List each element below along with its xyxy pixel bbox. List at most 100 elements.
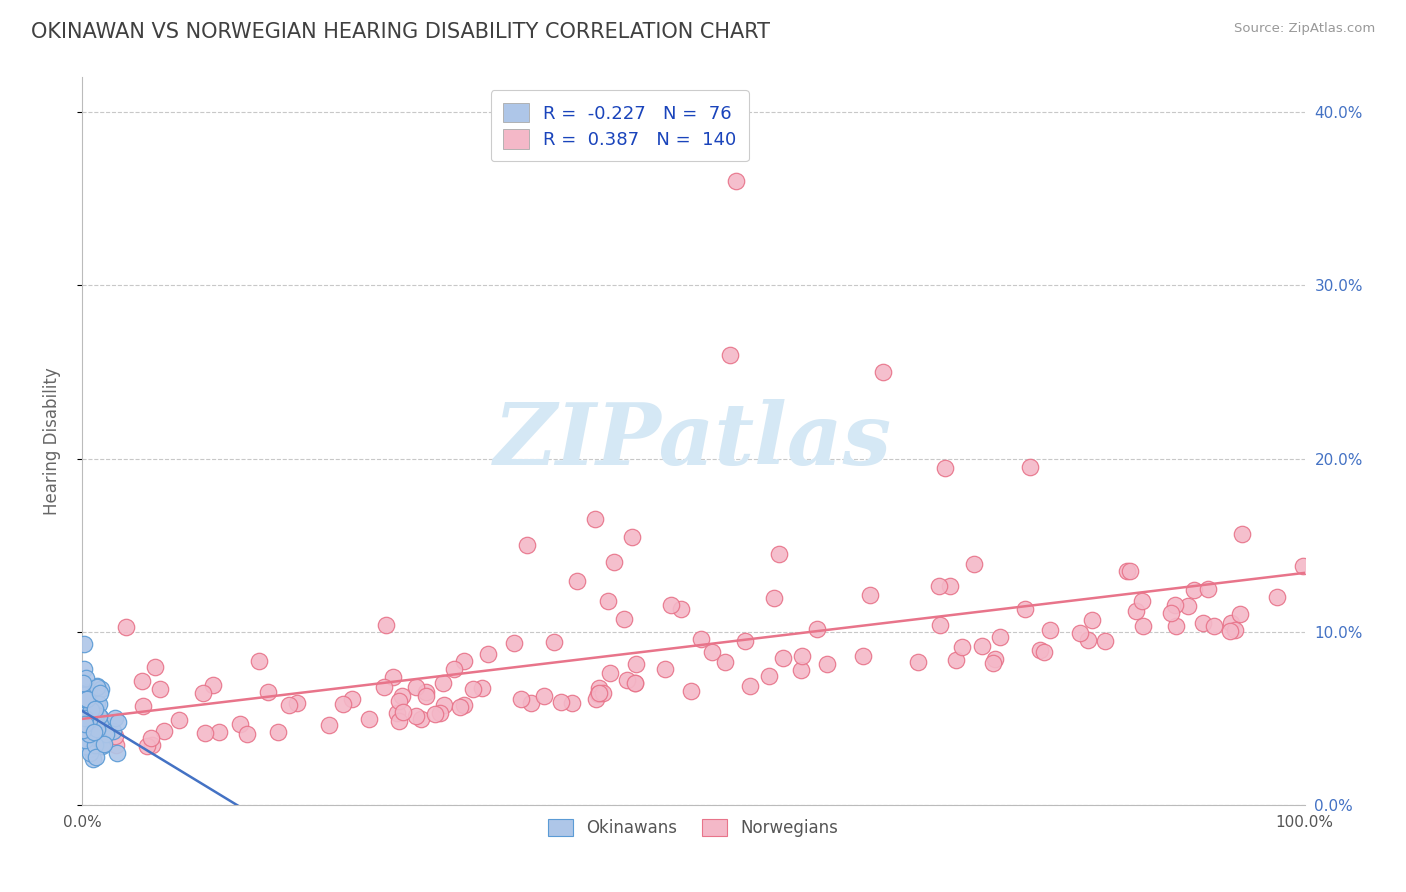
- Point: [75, 695, 97, 709]
- Point: [87, 714, 110, 728]
- Point: [86, 723, 108, 738]
- Point: [72, 698, 94, 712]
- Point: [388, 714, 411, 728]
- Point: [790, 663, 813, 677]
- Point: [75, 739, 97, 754]
- Point: [104, 729, 127, 743]
- Point: [1119, 565, 1142, 579]
- Point: [72, 708, 94, 723]
- Point: [516, 538, 538, 552]
- Point: [443, 662, 465, 676]
- Point: [84, 749, 107, 764]
- Point: [86, 722, 108, 736]
- Point: [449, 699, 471, 714]
- Point: [616, 673, 638, 687]
- Point: [91, 717, 114, 731]
- Point: [388, 694, 411, 708]
- Point: [72, 722, 94, 736]
- Point: [87, 709, 110, 723]
- Point: [585, 691, 607, 706]
- Point: [83, 724, 105, 739]
- Point: [72, 712, 94, 726]
- Point: [73, 637, 96, 651]
- Point: [1220, 615, 1243, 630]
- Point: [588, 686, 610, 700]
- Point: [86, 683, 108, 698]
- Point: [79, 746, 101, 760]
- Point: [453, 654, 475, 668]
- Point: [945, 653, 967, 667]
- Point: [1014, 602, 1036, 616]
- Point: [981, 656, 1004, 670]
- Point: [131, 674, 153, 689]
- Point: [84, 731, 107, 746]
- Point: [1204, 619, 1226, 633]
- Point: [415, 685, 437, 699]
- Point: [208, 725, 231, 739]
- Point: [229, 717, 252, 731]
- Point: [382, 670, 405, 684]
- Point: [89, 686, 111, 700]
- Point: [565, 574, 588, 588]
- Point: [73, 725, 96, 739]
- Point: [586, 687, 609, 701]
- Point: [340, 692, 363, 706]
- Point: [79, 727, 101, 741]
- Point: [1080, 613, 1102, 627]
- Legend: Okinawans, Norwegians: Okinawans, Norwegians: [541, 813, 845, 844]
- Point: [167, 714, 190, 728]
- Point: [872, 365, 894, 379]
- Point: [77, 685, 100, 699]
- Point: [84, 701, 107, 715]
- Point: [82, 751, 104, 765]
- Point: [83, 706, 105, 721]
- Point: [83, 689, 105, 703]
- Point: [75, 733, 97, 747]
- Point: [1192, 615, 1215, 630]
- Point: [453, 698, 475, 712]
- Point: [1028, 643, 1050, 657]
- Point: [654, 662, 676, 676]
- Point: [87, 735, 110, 749]
- Point: [72, 720, 94, 734]
- Point: [373, 680, 395, 694]
- Point: [1182, 583, 1205, 598]
- Point: [374, 617, 396, 632]
- Point: [963, 557, 986, 571]
- Point: [543, 634, 565, 648]
- Point: [256, 684, 278, 698]
- Point: [285, 696, 308, 710]
- Point: [83, 707, 105, 722]
- Point: [681, 684, 703, 698]
- Point: [132, 698, 155, 713]
- Point: [1125, 604, 1147, 618]
- Point: [758, 669, 780, 683]
- Point: [1130, 594, 1153, 608]
- Point: [89, 710, 111, 724]
- Point: [772, 651, 794, 665]
- Point: [385, 706, 408, 721]
- Point: [80, 703, 103, 717]
- Point: [391, 689, 413, 703]
- Point: [139, 731, 162, 745]
- Point: [359, 712, 381, 726]
- Point: [86, 680, 108, 694]
- Point: [669, 602, 692, 616]
- Point: [392, 705, 415, 719]
- Point: [72, 713, 94, 727]
- Point: [599, 665, 621, 680]
- Point: [409, 712, 432, 726]
- Point: [73, 706, 96, 721]
- Point: [815, 657, 838, 672]
- Point: [267, 725, 290, 739]
- Point: [626, 657, 648, 671]
- Point: [93, 737, 115, 751]
- Point: [561, 697, 583, 711]
- Point: [152, 724, 174, 739]
- Point: [76, 711, 98, 725]
- Point: [83, 710, 105, 724]
- Point: [73, 711, 96, 725]
- Point: [423, 706, 446, 721]
- Point: [461, 682, 484, 697]
- Point: [1018, 460, 1040, 475]
